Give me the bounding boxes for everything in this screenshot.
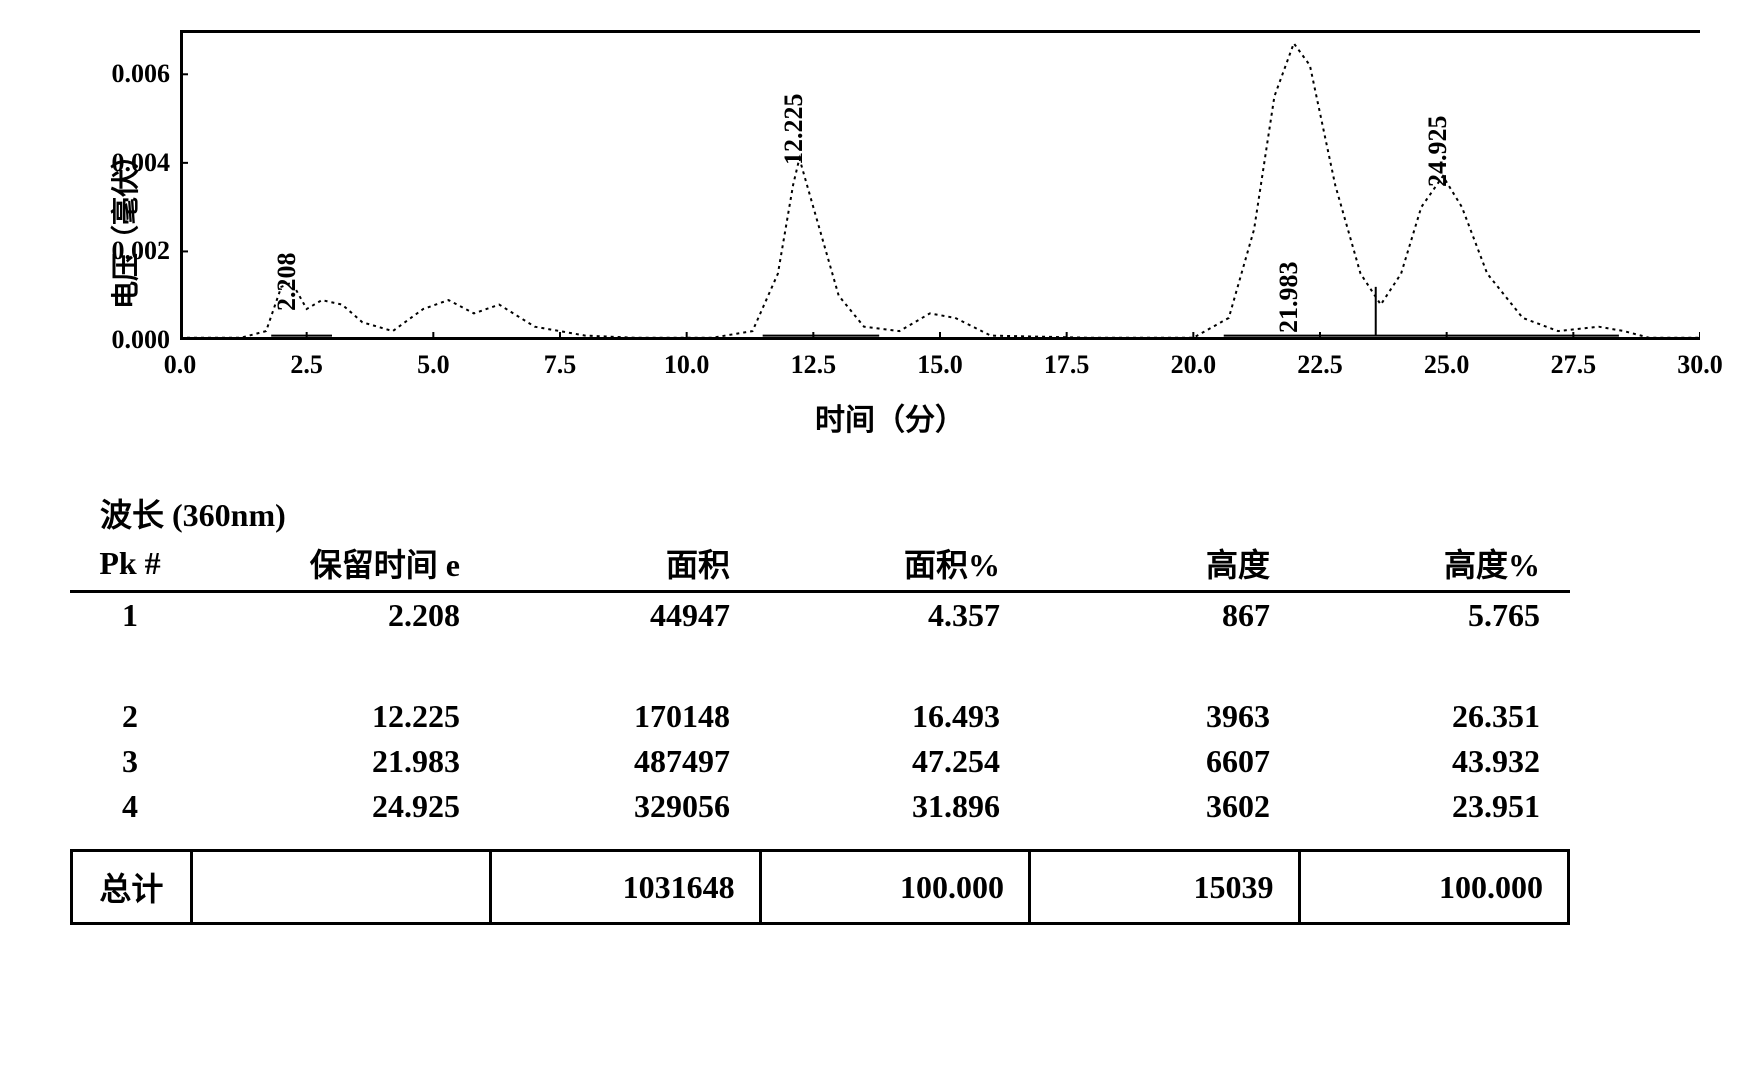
peak-label: 2.208 — [272, 252, 302, 311]
x-axis-label: 时间（分） — [815, 395, 965, 439]
peak-table-header-row: Pk #保留时间 e面积面积%高度高度% — [70, 536, 1570, 592]
table-cell: 4.357 — [760, 592, 1030, 695]
table-cell: 487497 — [490, 739, 760, 784]
x-tick-label: 12.5 — [791, 350, 837, 380]
table-cell: 47.254 — [760, 739, 1030, 784]
peak-table-body: 12.208449474.3578675.765212.22517014816.… — [70, 592, 1570, 830]
total-label-cell: 总计 — [72, 851, 192, 924]
peak-table-region: 波长 (360nm) Pk #保留时间 e面积面积%高度高度% 12.20844… — [70, 490, 1570, 925]
table-cell: 31.896 — [760, 784, 1030, 829]
y-tick-label: 0.000 — [112, 325, 171, 355]
peak-table: Pk #保留时间 e面积面积%高度高度% 12.208449474.357867… — [70, 536, 1570, 829]
total-table: 总计1031648100.00015039100.000 — [70, 849, 1570, 925]
column-header: Pk # — [70, 536, 190, 592]
total-cell: 100.000 — [1299, 851, 1569, 924]
peak-label: 12.225 — [779, 93, 809, 165]
table-cell: 2.208 — [190, 592, 490, 695]
table-cell: 21.983 — [190, 739, 490, 784]
x-tick-label: 15.0 — [917, 350, 963, 380]
table-cell: 24.925 — [190, 784, 490, 829]
table-cell: 3 — [70, 739, 190, 784]
peak-label: 21.983 — [1274, 262, 1304, 334]
table-cell: 43.932 — [1300, 739, 1570, 784]
peak-label: 24.925 — [1423, 115, 1453, 187]
table-cell: 867 — [1030, 592, 1300, 695]
column-header: 高度 — [1030, 536, 1300, 592]
table-cell: 1 — [70, 592, 190, 695]
table-cell: 170148 — [490, 694, 760, 739]
table-cell: 4 — [70, 784, 190, 829]
x-tick-label: 20.0 — [1171, 350, 1217, 380]
column-header: 保留时间 e — [190, 536, 490, 592]
column-header: 面积 — [490, 536, 760, 592]
table-cell: 12.225 — [190, 694, 490, 739]
table-cell: 23.951 — [1300, 784, 1570, 829]
table-row: 321.98348749747.254660743.932 — [70, 739, 1570, 784]
x-tick-label: 2.5 — [290, 350, 323, 380]
x-tick-label: 5.0 — [417, 350, 450, 380]
wavelength-line: 波长 (360nm) — [100, 490, 1570, 536]
table-cell: 3602 — [1030, 784, 1300, 829]
total-row: 总计1031648100.00015039100.000 — [72, 851, 1569, 924]
x-tick-label: 0.0 — [164, 350, 197, 380]
table-row: 424.92532905631.896360223.951 — [70, 784, 1570, 829]
column-header: 面积% — [760, 536, 1030, 592]
wavelength-label: 波长 — [100, 497, 164, 533]
table-cell: 44947 — [490, 592, 760, 695]
y-tick-label: 0.006 — [112, 59, 171, 89]
table-cell: 5.765 — [1300, 592, 1570, 695]
table-cell: 26.351 — [1300, 694, 1570, 739]
total-cell: 15039 — [1030, 851, 1299, 924]
table-row: 212.22517014816.493396326.351 — [70, 694, 1570, 739]
table-row: 12.208449474.3578675.765 — [70, 592, 1570, 695]
total-cell: 1031648 — [491, 851, 760, 924]
x-tick-label: 7.5 — [544, 350, 577, 380]
x-tick-label: 27.5 — [1551, 350, 1597, 380]
x-tick-label: 10.0 — [664, 350, 710, 380]
table-cell: 2 — [70, 694, 190, 739]
table-cell: 16.493 — [760, 694, 1030, 739]
table-cell: 329056 — [490, 784, 760, 829]
total-cell: 100.000 — [760, 851, 1029, 924]
y-tick-label: 0.004 — [112, 148, 171, 178]
table-cell: 6607 — [1030, 739, 1300, 784]
x-tick-label: 22.5 — [1297, 350, 1343, 380]
total-cell — [191, 851, 490, 924]
chromatogram-chart: 电压（毫伏） 时间（分） 0.0000.0020.0040.0060.02.55… — [50, 20, 1730, 430]
x-tick-label: 25.0 — [1424, 350, 1470, 380]
wavelength-value: (360nm) — [172, 497, 286, 533]
y-tick-label: 0.002 — [112, 236, 171, 266]
chromatogram-svg — [180, 30, 1700, 340]
x-tick-label: 30.0 — [1677, 350, 1723, 380]
column-header: 高度% — [1300, 536, 1570, 592]
x-tick-label: 17.5 — [1044, 350, 1090, 380]
table-cell: 3963 — [1030, 694, 1300, 739]
